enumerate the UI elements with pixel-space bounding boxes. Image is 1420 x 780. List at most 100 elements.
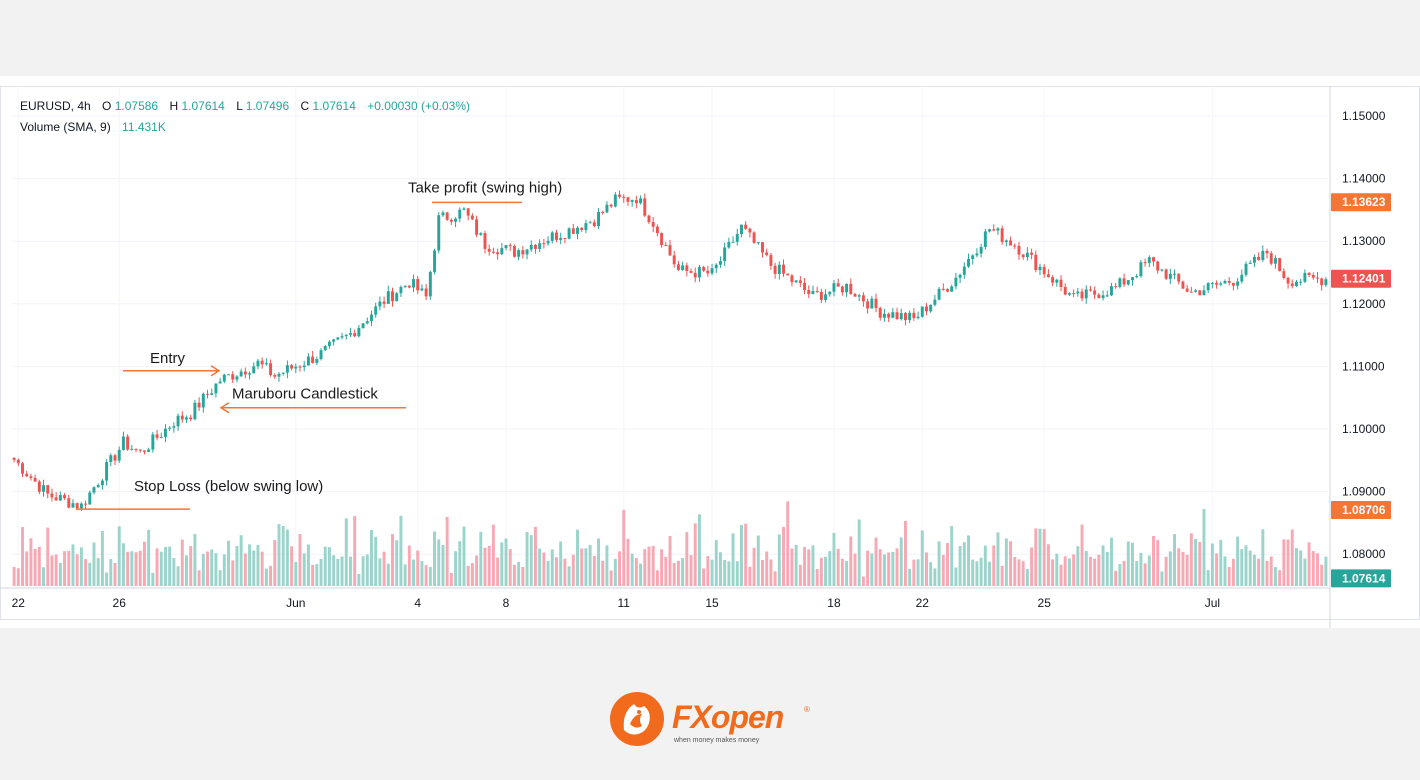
candle[interactable] (916, 311, 920, 320)
candle[interactable] (857, 293, 861, 302)
candle[interactable] (462, 207, 466, 211)
candle[interactable] (584, 219, 588, 234)
price-chart[interactable]: Take profit (swing high) Entry Maruboru … (0, 76, 1420, 628)
candle[interactable] (134, 448, 138, 453)
candle[interactable] (378, 296, 382, 311)
candle[interactable] (16, 458, 20, 467)
candle[interactable] (1034, 250, 1038, 273)
candle[interactable] (306, 353, 310, 366)
candle[interactable] (1240, 269, 1244, 284)
candle[interactable] (117, 446, 121, 464)
candle[interactable] (685, 262, 689, 277)
candle[interactable] (983, 228, 987, 250)
candle[interactable] (100, 478, 104, 490)
candle[interactable] (798, 276, 802, 287)
candle[interactable] (248, 371, 252, 380)
candle[interactable] (538, 239, 542, 252)
candle[interactable] (412, 274, 415, 293)
candle[interactable] (1198, 290, 1202, 296)
candle[interactable] (605, 201, 609, 214)
candle[interactable] (1152, 256, 1155, 267)
candle[interactable] (761, 242, 764, 258)
candle[interactable] (210, 388, 214, 396)
candle[interactable] (1114, 282, 1118, 289)
candle[interactable] (546, 236, 550, 246)
candle[interactable] (929, 304, 933, 313)
candle[interactable] (273, 373, 277, 379)
candle[interactable] (626, 196, 630, 206)
candle[interactable] (109, 453, 113, 467)
candle[interactable] (946, 288, 949, 293)
candle[interactable] (12, 457, 16, 463)
candle[interactable] (769, 253, 773, 270)
candle[interactable] (1248, 260, 1252, 264)
candle[interactable] (1143, 258, 1147, 267)
candle[interactable] (1067, 292, 1071, 297)
candle[interactable] (1084, 285, 1088, 304)
candle[interactable] (517, 248, 521, 261)
candle[interactable] (1164, 268, 1168, 280)
candle[interactable] (697, 264, 701, 282)
candle[interactable] (475, 215, 479, 238)
candle[interactable] (386, 285, 390, 304)
candle[interactable] (155, 429, 159, 441)
candle[interactable] (559, 232, 563, 245)
candle[interactable] (702, 265, 706, 273)
candle[interactable] (912, 308, 916, 321)
candle[interactable] (1025, 247, 1029, 261)
candle[interactable] (887, 312, 891, 323)
candle[interactable] (147, 447, 151, 453)
candle[interactable] (819, 288, 823, 303)
candle[interactable] (370, 310, 373, 327)
candle[interactable] (407, 285, 411, 289)
candle[interactable] (664, 242, 668, 247)
candle[interactable] (84, 500, 88, 510)
candle[interactable] (676, 260, 680, 271)
candle[interactable] (1252, 254, 1256, 268)
candle[interactable] (1076, 287, 1080, 297)
candle[interactable] (647, 214, 651, 224)
candle[interactable] (1156, 260, 1160, 274)
candle[interactable] (954, 272, 958, 290)
candle[interactable] (1316, 272, 1319, 284)
candle[interactable] (613, 192, 617, 208)
candle[interactable] (235, 375, 239, 383)
candle[interactable] (668, 239, 672, 256)
candle[interactable] (1160, 269, 1164, 272)
candle[interactable] (454, 217, 458, 228)
candle[interactable] (723, 242, 727, 267)
candle[interactable] (639, 195, 643, 205)
candle[interactable] (958, 273, 962, 283)
candle[interactable] (903, 311, 907, 326)
candle[interactable] (588, 220, 592, 224)
candle[interactable] (655, 224, 659, 237)
candle[interactable] (365, 317, 369, 325)
candle[interactable] (1185, 284, 1189, 293)
candle[interactable] (529, 240, 533, 252)
candle[interactable] (706, 265, 710, 277)
candle[interactable] (121, 431, 125, 451)
candle[interactable] (845, 283, 849, 297)
candle[interactable] (1021, 254, 1025, 260)
candle[interactable] (264, 358, 268, 366)
candle[interactable] (63, 492, 67, 500)
candle[interactable] (1189, 286, 1193, 293)
candle[interactable] (1046, 269, 1050, 278)
candle[interactable] (786, 273, 790, 276)
candle[interactable] (714, 263, 718, 274)
candle[interactable] (1109, 282, 1113, 297)
candle[interactable] (1126, 280, 1130, 286)
candle[interactable] (382, 296, 386, 308)
candle[interactable] (1231, 282, 1235, 291)
candle[interactable] (1168, 268, 1172, 285)
candle[interactable] (1244, 261, 1248, 277)
candle[interactable] (533, 243, 537, 254)
candle[interactable] (971, 254, 975, 265)
candle[interactable] (399, 285, 403, 297)
candle[interactable] (727, 237, 731, 249)
candle[interactable] (1101, 290, 1105, 301)
candle[interactable] (752, 231, 756, 244)
candle[interactable] (756, 242, 760, 245)
candle[interactable] (391, 287, 394, 307)
candle[interactable] (302, 360, 306, 372)
